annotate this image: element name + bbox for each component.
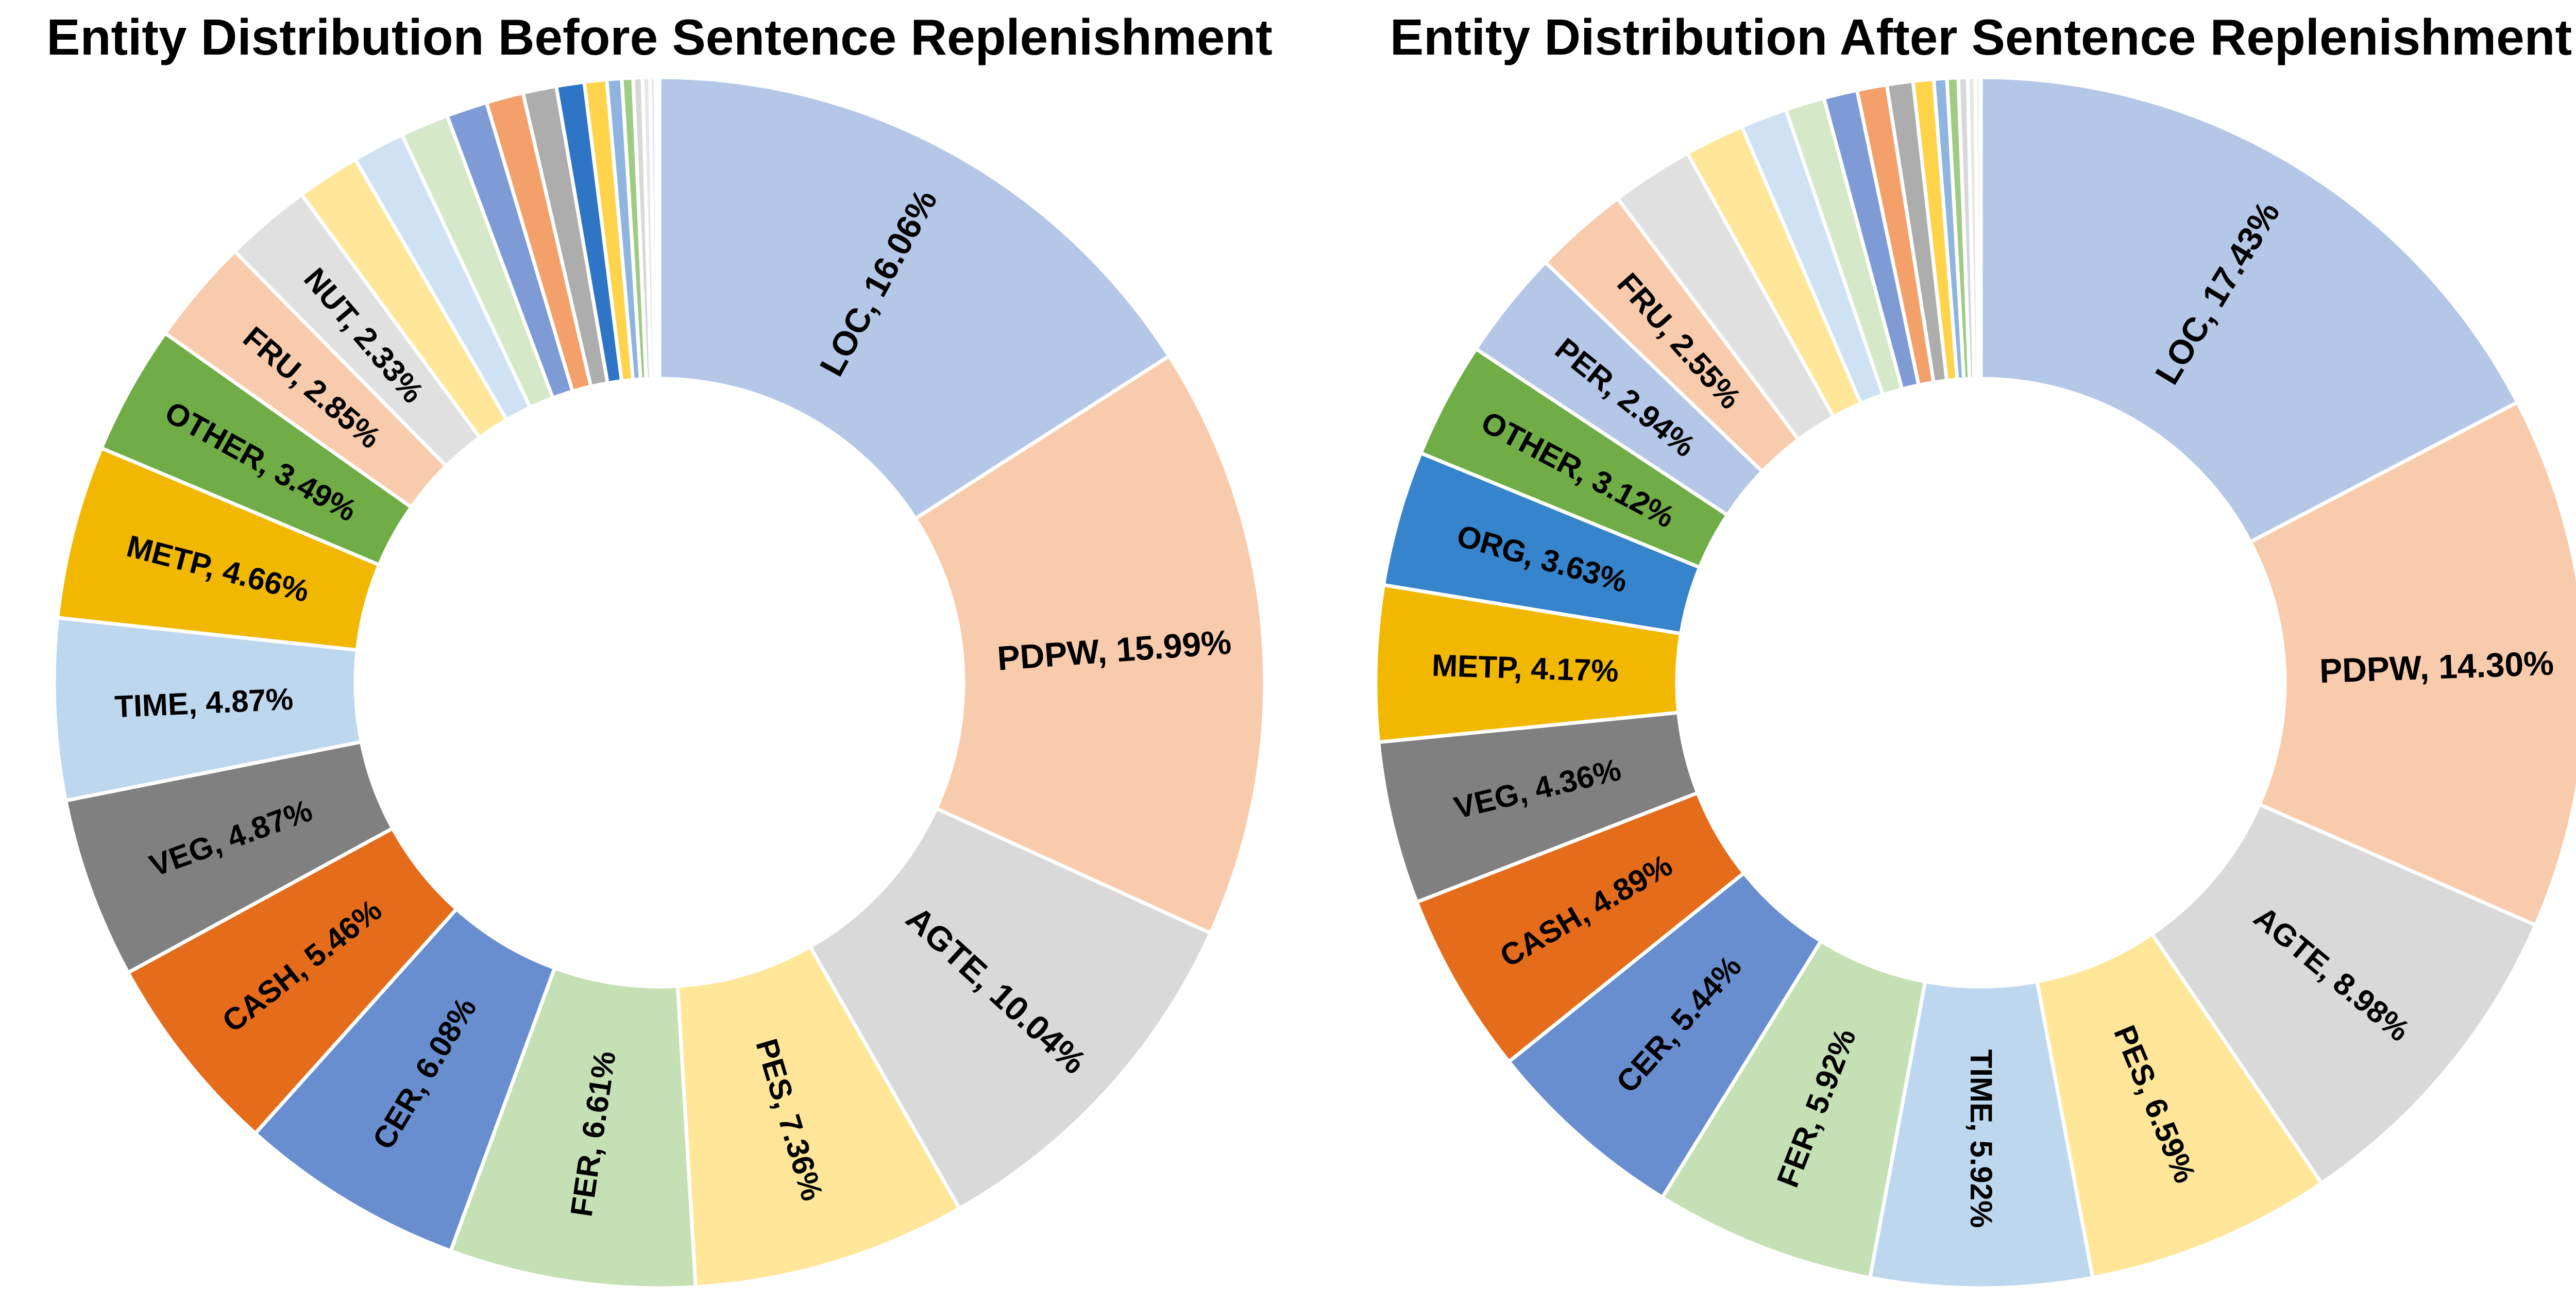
after-slice-minor-26 [1973,75,1983,381]
before-label-time: TIME, 4.87% [114,682,294,724]
donut-chart-after: LOC, 17.43%PDPW, 14.30%AGTE, 8.98%PES, 6… [1374,75,2576,1290]
after-slice-pdpw [2248,400,2576,928]
after-slice-loc [1979,75,2520,545]
before-slice-agte [807,806,1213,1211]
before-slice-minor-26 [654,75,662,381]
chart-title-after: Entity Distribution After Sentence Reple… [1389,9,2572,65]
after-label-metp: METP, 4.17% [1431,648,1619,689]
after-slice-fer [1659,938,1927,1280]
after-label-time: TIME, 5.92% [1964,1050,1998,1228]
before-slice-pes [675,944,962,1289]
chart-after: Entity Distribution After Sentence Reple… [1321,0,2576,1303]
chart-before: Entity Distribution Before Sentence Repl… [46,9,1273,1289]
after-slice-time [1868,979,2095,1290]
donut-chart-before: LOC, 16.06%PDPW, 15.99%AGTE, 10.04%PES, … [54,75,1267,1289]
chart-title-before: Entity Distribution Before Sentence Repl… [46,9,1273,65]
before-slice-loc [657,75,1172,521]
before-slice-pdpw [912,353,1267,936]
after-label-pdpw: PDPW, 14.30% [2319,644,2554,690]
after-slice-agte [2149,802,2538,1186]
